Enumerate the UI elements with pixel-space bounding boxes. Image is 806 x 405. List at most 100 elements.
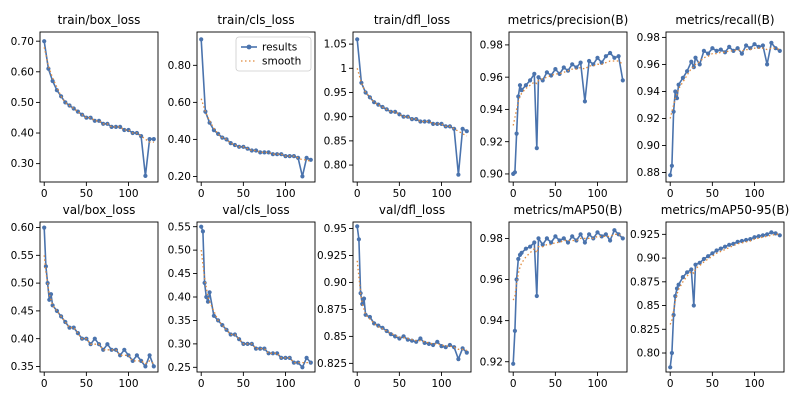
results-point <box>126 127 131 133</box>
results-point <box>612 228 617 233</box>
results-point <box>680 275 686 280</box>
results-point <box>669 350 675 356</box>
subplot-title: train/dfl_loss <box>374 13 450 27</box>
x-tick-label: 100 <box>587 188 607 200</box>
y-tick-label: 0.50 <box>168 245 191 257</box>
y-tick-label: 0.875 <box>317 304 347 316</box>
results-point <box>773 46 778 51</box>
y-tick-label: 0.96 <box>480 72 504 84</box>
results-point <box>435 339 440 344</box>
results-point <box>561 236 566 241</box>
results-point <box>706 51 711 56</box>
results-point <box>574 65 579 70</box>
results-point <box>727 44 732 50</box>
results-point <box>355 37 360 42</box>
x-tick-label: 0 <box>510 188 517 200</box>
results-point <box>616 232 621 237</box>
subplot-6: val/box_loss 0 50 100 0.35 0.40 0.45 0.50 0.55 0.… <box>11 203 159 390</box>
results-point <box>514 277 519 282</box>
x-tick-label: 100 <box>431 378 451 390</box>
results-point <box>84 115 89 120</box>
results-point <box>367 314 372 320</box>
results-point <box>739 51 745 56</box>
results-point <box>291 360 296 365</box>
subplot-title: metrics/mAP50(B) <box>514 203 623 217</box>
results-point <box>536 236 541 241</box>
results-point <box>418 119 423 124</box>
results-line <box>669 231 781 368</box>
axes-frame <box>665 31 785 183</box>
subplot-10: metrics/mAP50-95(B) 0 50 100 0.80 0.825 0.85 0.… <box>630 203 789 390</box>
x-tick-label: 100 <box>275 188 295 200</box>
series-group <box>355 37 469 177</box>
y-tick-label: 1.05 <box>324 39 347 51</box>
y-tick-label: 0.94 <box>637 86 661 98</box>
results-point <box>756 234 761 239</box>
subplot-2: train/cls_loss 0 50 100 0.20 0.40 0.60 0.80 resu… <box>168 13 316 200</box>
results-point <box>275 152 280 157</box>
axes-frame <box>352 31 472 183</box>
x-tick-label: 100 <box>275 378 295 390</box>
results-point <box>765 232 770 237</box>
y-tick-label: 0.55 <box>11 250 34 262</box>
results-point <box>304 355 309 360</box>
results-point <box>101 347 106 352</box>
results-point <box>304 155 309 160</box>
results-point <box>512 328 518 333</box>
x-tick-label: 0 <box>198 188 205 200</box>
results-point <box>714 48 719 54</box>
subplot-title: val/dfl_loss <box>379 203 445 217</box>
results-point <box>147 137 152 142</box>
results-point <box>54 308 60 313</box>
y-tick-label: 0.50 <box>11 97 34 109</box>
subplot-7: val/cls_loss 0 50 100 0.25 0.30 0.35 0.40 0.45 0.… <box>168 203 316 390</box>
results-point <box>544 236 550 241</box>
results-point <box>595 230 600 235</box>
results-point <box>557 238 562 243</box>
results-point <box>203 109 208 114</box>
results-point <box>616 54 621 59</box>
results-line <box>200 226 312 369</box>
results-point <box>668 173 673 178</box>
axes-frame <box>508 31 628 183</box>
x-tick-label: 50 <box>549 378 562 390</box>
y-tick-label: 0.20 <box>168 171 191 183</box>
results-point <box>151 137 156 142</box>
results-point <box>262 150 267 155</box>
results-point <box>691 65 696 70</box>
results-point <box>143 364 148 369</box>
results-point <box>134 353 139 358</box>
results-point <box>514 131 519 136</box>
legend-results-label: results <box>262 42 297 54</box>
results-point <box>744 43 749 48</box>
x-tick-label: 100 <box>118 188 138 200</box>
results-point <box>553 234 558 239</box>
y-tick-label: 0.90 <box>324 277 347 289</box>
results-point <box>388 109 393 114</box>
y-tick-label: 0.35 <box>168 315 191 327</box>
results-point <box>262 346 267 351</box>
y-tick-label: 0.925 <box>317 250 347 262</box>
results-point <box>561 65 566 70</box>
subplot-8: val/dfl_loss 0 50 100 0.825 0.85 0.875 0.90 0.92… <box>317 203 472 390</box>
y-tick-label: 0.94 <box>480 315 504 327</box>
results-point <box>109 124 114 129</box>
x-tick-label: 100 <box>587 378 607 390</box>
results-point <box>122 127 127 133</box>
smooth-line <box>512 60 624 126</box>
results-point <box>270 152 275 157</box>
results-point <box>587 58 592 64</box>
results-point <box>422 119 427 124</box>
legend-results-marker <box>246 44 252 50</box>
results-point <box>517 83 523 88</box>
subplot-title: train/box_loss <box>58 13 141 27</box>
results-point <box>71 106 76 111</box>
results-point <box>118 124 123 129</box>
results-point <box>308 157 313 162</box>
y-tick-label: 0.85 <box>324 331 347 343</box>
results-point <box>460 126 465 131</box>
results-point <box>253 346 259 351</box>
legend: results smooth <box>235 36 312 72</box>
y-tick-label: 0.95 <box>324 223 347 235</box>
axes-frame <box>39 221 159 373</box>
